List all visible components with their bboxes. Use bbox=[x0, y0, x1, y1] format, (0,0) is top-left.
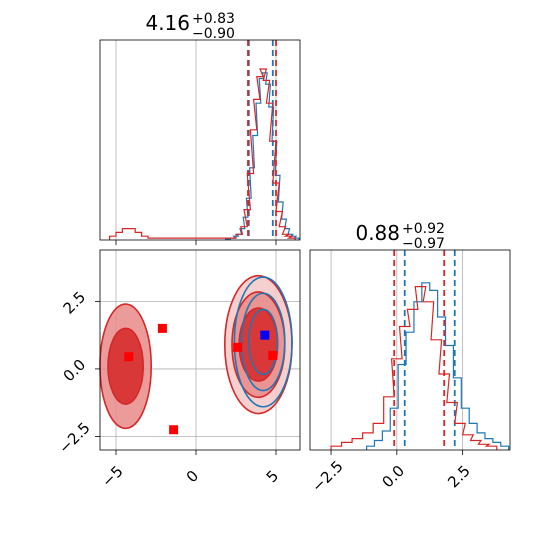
x-tick-label: 0.0 bbox=[379, 462, 409, 492]
bottom-right-panel: −2.5 0.0 2.5 0.88 +0.92−0.97 bbox=[308, 221, 511, 496]
histogram-series bbox=[330, 286, 498, 450]
axes-frame bbox=[99, 249, 301, 451]
histogram-series bbox=[365, 282, 510, 450]
panel-title-value: 4.16 bbox=[145, 11, 190, 35]
panel-title-lower: −0.90 bbox=[192, 26, 235, 42]
panel-title-upper: +0.83 bbox=[192, 11, 235, 27]
y-tick-label: 2.5 bbox=[60, 288, 90, 318]
blue-marker bbox=[260, 330, 270, 340]
x-tick-label: −5 bbox=[98, 462, 126, 490]
x-tick-label: 0 bbox=[183, 467, 202, 486]
blue-contour-level bbox=[240, 292, 286, 392]
red-contour-level bbox=[107, 327, 145, 405]
panel-title-upper: +0.92 bbox=[402, 221, 445, 237]
x-tick-label: 2.5 bbox=[444, 462, 474, 492]
axes-frame bbox=[99, 39, 301, 241]
x-tick-label: −2.5 bbox=[308, 457, 346, 495]
red-marker bbox=[233, 342, 243, 352]
red-marker bbox=[169, 425, 179, 435]
histogram-series bbox=[225, 72, 300, 240]
blue-contour-level bbox=[233, 276, 293, 408]
red-marker bbox=[124, 352, 134, 362]
x-tick-label: 5 bbox=[263, 467, 282, 486]
axes-frame bbox=[309, 249, 511, 451]
histogram-series bbox=[109, 68, 296, 240]
red-marker bbox=[268, 350, 278, 360]
blue-contour-level bbox=[248, 308, 279, 376]
red-marker bbox=[157, 323, 167, 333]
y-tick-label: 0.0 bbox=[60, 356, 90, 386]
bottom-left-panel: −5 0 5 −2.5 0.0 2.5 bbox=[55, 249, 301, 491]
panel-title-lower: −0.97 bbox=[402, 236, 445, 252]
panel-title-value: 0.88 bbox=[355, 221, 400, 245]
top-left-panel: 4.16 +0.83−0.90 bbox=[99, 11, 301, 245]
y-tick-label: −2.5 bbox=[55, 419, 93, 457]
